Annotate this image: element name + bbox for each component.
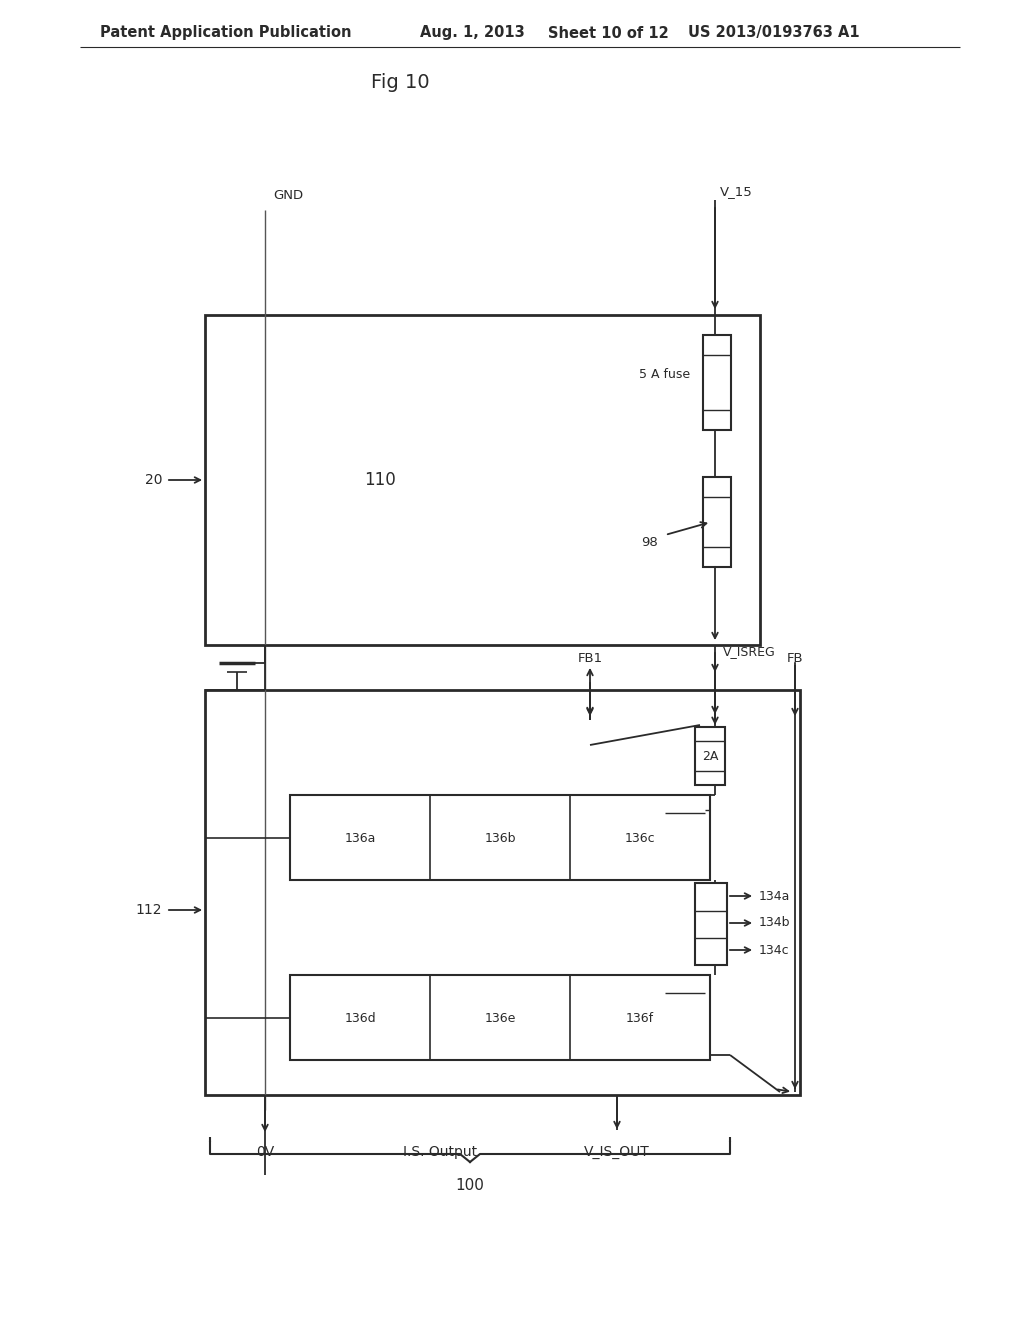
Text: V_IS_OUT: V_IS_OUT [584,1144,650,1159]
Text: V_15: V_15 [720,185,753,198]
Bar [290,795,710,880]
Text: 134b: 134b [759,916,791,929]
Text: Aug. 1, 2013: Aug. 1, 2013 [420,25,524,41]
Text: US 2013/0193763 A1: US 2013/0193763 A1 [688,25,859,41]
Text: 136c: 136c [625,832,655,845]
Text: 5 A fuse: 5 A fuse [639,368,690,381]
Text: 136f: 136f [626,1011,654,1024]
Bar [205,315,760,645]
Bar [695,727,725,785]
Text: 136d: 136d [344,1011,376,1024]
Text: 0V: 0V [256,1144,274,1159]
Text: 20: 20 [144,473,162,487]
Bar [703,477,731,568]
Text: 112: 112 [135,903,162,917]
Text: I.S. Output: I.S. Output [402,1144,477,1159]
Text: 136b: 136b [484,832,516,845]
Text: GND: GND [273,189,303,202]
Text: 98: 98 [641,536,658,549]
Text: Sheet 10 of 12: Sheet 10 of 12 [548,25,669,41]
Text: 2A: 2A [701,750,718,763]
Text: 136e: 136e [484,1011,516,1024]
Text: 100: 100 [456,1177,484,1192]
Text: 110: 110 [365,471,396,488]
Bar [205,690,800,1096]
Bar [290,975,710,1060]
Bar [695,883,727,965]
Text: 134a: 134a [759,890,791,903]
Text: FB: FB [786,652,803,664]
Text: 134c: 134c [759,944,790,957]
Text: Fig 10: Fig 10 [371,74,429,92]
Text: FB1: FB1 [578,652,602,664]
Bar [703,335,731,430]
Text: V_ISREG: V_ISREG [723,645,776,659]
Text: Patent Application Publication: Patent Application Publication [100,25,351,41]
Text: 136a: 136a [344,832,376,845]
